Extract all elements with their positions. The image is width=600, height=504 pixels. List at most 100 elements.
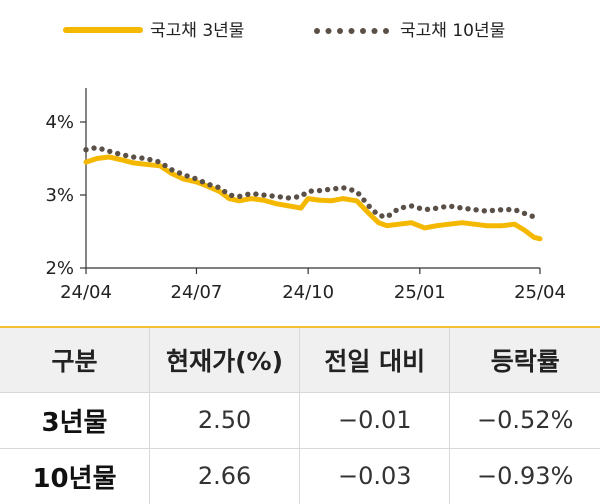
series-point-10y	[162, 162, 168, 169]
x-tick-label: 24/10	[282, 282, 334, 303]
series-point-10y	[356, 191, 362, 197]
series-layer	[83, 145, 543, 242]
row-rate: −0.93%	[449, 447, 600, 504]
series-point-10y	[115, 150, 121, 157]
row-label: 10년물	[0, 447, 150, 504]
series-point-10y	[199, 179, 206, 185]
y-tick-label: 2%	[45, 258, 74, 279]
series-point-10y	[506, 206, 512, 213]
series-point-10y	[91, 145, 97, 151]
series-point-10y	[107, 148, 113, 155]
legend-dot	[325, 28, 332, 34]
series-point-10y	[457, 205, 463, 211]
header-category: 구분	[51, 346, 98, 376]
series-point-10y	[83, 147, 89, 153]
x-tick-label: 24/07	[171, 282, 223, 303]
series-point-10y	[341, 185, 347, 191]
header-rate: 등락률	[449, 328, 600, 392]
series-point-10y	[489, 207, 496, 214]
header-current: 현재가(%)	[148, 328, 300, 392]
series-point-10y	[285, 195, 292, 201]
series-point-10y	[147, 156, 153, 163]
series-point-10y	[324, 186, 331, 193]
row-rate: −0.52%	[449, 391, 600, 448]
series-point-10y	[229, 192, 235, 199]
series-point-10y	[215, 184, 221, 190]
series-point-10y	[473, 207, 479, 213]
series-point-10y	[261, 192, 267, 198]
series-point-10y	[465, 206, 471, 212]
series-point-10y	[253, 191, 259, 197]
series-point-10y	[277, 194, 283, 200]
series-point-10y	[155, 158, 161, 165]
series-point-10y	[416, 205, 423, 211]
series-point-10y	[245, 191, 251, 197]
series-point-10y	[424, 206, 431, 212]
row-change: −0.01	[299, 391, 450, 448]
series-point-10y	[308, 188, 314, 194]
y-ticks: 2% 3% 4%	[45, 112, 86, 279]
series-point-10y	[361, 197, 367, 203]
x-tick-label: 24/04	[60, 282, 112, 303]
legend-dot	[371, 28, 378, 34]
series-point-10y	[521, 210, 528, 217]
x-tick-label: 25/01	[394, 282, 446, 303]
x-ticks: 24/04 24/07 24/10 25/01 25/04	[60, 268, 566, 303]
legend-label-10y: 국고채 10년물	[400, 21, 505, 41]
legend-dot	[337, 28, 343, 34]
yield-chart: 국고채 3년물 국고채 10년물 2%3%4% 24/04 24/07 24/10 2…	[45, 21, 566, 303]
series-point-10y	[449, 203, 455, 210]
legend-dot	[314, 28, 320, 34]
series-point-10y	[123, 152, 129, 159]
series-point-10y	[386, 212, 393, 218]
series-point-10y	[514, 207, 520, 214]
x-tick-label: 25/04	[514, 282, 566, 303]
series-point-10y	[222, 188, 228, 195]
table-top-rule	[0, 326, 600, 329]
series-point-10y	[293, 194, 300, 200]
row-change: −0.03	[299, 447, 450, 504]
table-row: 3년물 2.50 −0.01 −0.52%	[0, 391, 600, 448]
series-point-10y	[269, 193, 275, 199]
table-header-row: 구분 현재가(%) 전일 대비 등락률	[0, 328, 600, 392]
series-point-10y	[176, 170, 183, 176]
legend-dot	[360, 28, 366, 34]
series-point-10y	[372, 209, 378, 215]
series-point-10y	[366, 203, 372, 209]
table-row: 10년물 2.66 −0.03 −0.93%	[0, 447, 600, 504]
series-point-10y	[379, 213, 385, 219]
series-point-10y	[237, 193, 243, 199]
row-current: 2.66	[148, 447, 300, 504]
series-point-10y	[316, 187, 323, 194]
series-point-10y	[184, 173, 190, 179]
row-current: 2.50	[148, 391, 300, 448]
series-point-10y	[301, 191, 307, 197]
series-point-10y	[99, 146, 105, 152]
series-point-10y	[131, 154, 137, 160]
y-tick-label: 4%	[45, 112, 74, 133]
series-point-10y	[408, 203, 415, 209]
legend-label-3y: 국고채 3년물	[150, 21, 244, 41]
legend: 국고채 3년물 국고채 10년물	[63, 21, 505, 41]
row-label: 3년물	[0, 391, 150, 448]
series-point-10y	[529, 213, 535, 219]
series-point-10y	[333, 185, 339, 192]
series-point-10y	[400, 204, 407, 211]
legend-swatch-10y	[314, 28, 389, 34]
series-point-10y	[393, 207, 399, 214]
series-point-10y	[481, 208, 487, 214]
y-tick-label: 3%	[45, 185, 74, 206]
series-point-10y	[139, 155, 145, 161]
series-point-10y	[192, 175, 198, 182]
series-line-3y	[83, 154, 543, 242]
legend-dot	[383, 28, 389, 34]
series-point-10y	[432, 205, 439, 211]
header-change: 전일 대비	[299, 328, 450, 392]
series-point-10y	[349, 187, 355, 193]
yield-table: 구분 현재가(%) 전일 대비 등락률 3년물 2.50 −0.01 −0.52…	[0, 328, 600, 504]
series-point-10y	[169, 167, 175, 173]
legend-dot	[348, 28, 355, 34]
series-point-10y	[441, 204, 447, 210]
series-point-10y	[497, 207, 504, 213]
series-point-10y	[207, 182, 213, 188]
